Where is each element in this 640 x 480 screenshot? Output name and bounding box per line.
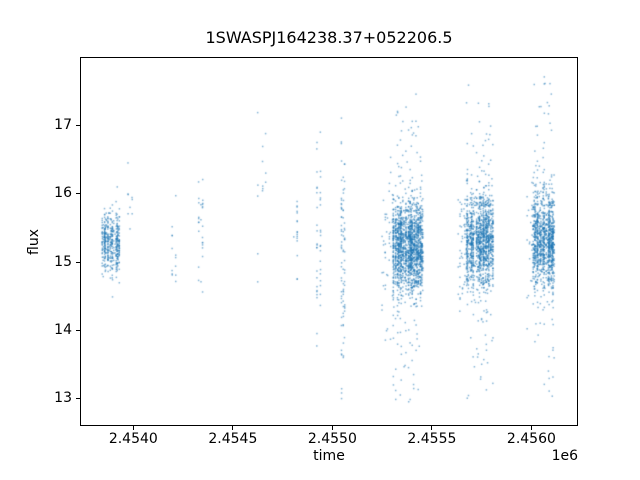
x-axis-offset-text: 1e6: [551, 448, 578, 464]
x-axis-label: time: [313, 448, 345, 464]
x-tick-label: 2.4555: [407, 431, 457, 447]
y-tick-label: 14: [54, 321, 72, 338]
y-tick-mark: [76, 124, 80, 126]
x-tick-label: 2.4540: [108, 431, 158, 447]
y-tick-mark: [76, 329, 80, 331]
y-tick-label: 16: [54, 185, 72, 202]
y-tick-label: 13: [54, 390, 72, 407]
x-tick-mark: [132, 426, 134, 430]
x-tick-mark: [431, 426, 433, 430]
y-tick-mark: [76, 261, 80, 263]
x-tick-label: 2.4545: [208, 431, 258, 447]
chart-title: 1SWASPJ164238.37+052206.5: [205, 28, 453, 47]
x-tick-mark: [232, 426, 234, 430]
x-tick-mark: [331, 426, 333, 430]
x-tick-label: 2.4560: [506, 431, 556, 447]
y-tick-label: 15: [54, 253, 72, 270]
y-tick-label: 17: [54, 116, 72, 133]
x-tick-label: 2.4550: [307, 431, 357, 447]
x-tick-mark: [530, 426, 532, 430]
y-tick-mark: [76, 398, 80, 400]
y-tick-mark: [76, 193, 80, 195]
y-axis-label: flux: [26, 229, 42, 255]
scatter-points-canvas: [80, 57, 578, 426]
